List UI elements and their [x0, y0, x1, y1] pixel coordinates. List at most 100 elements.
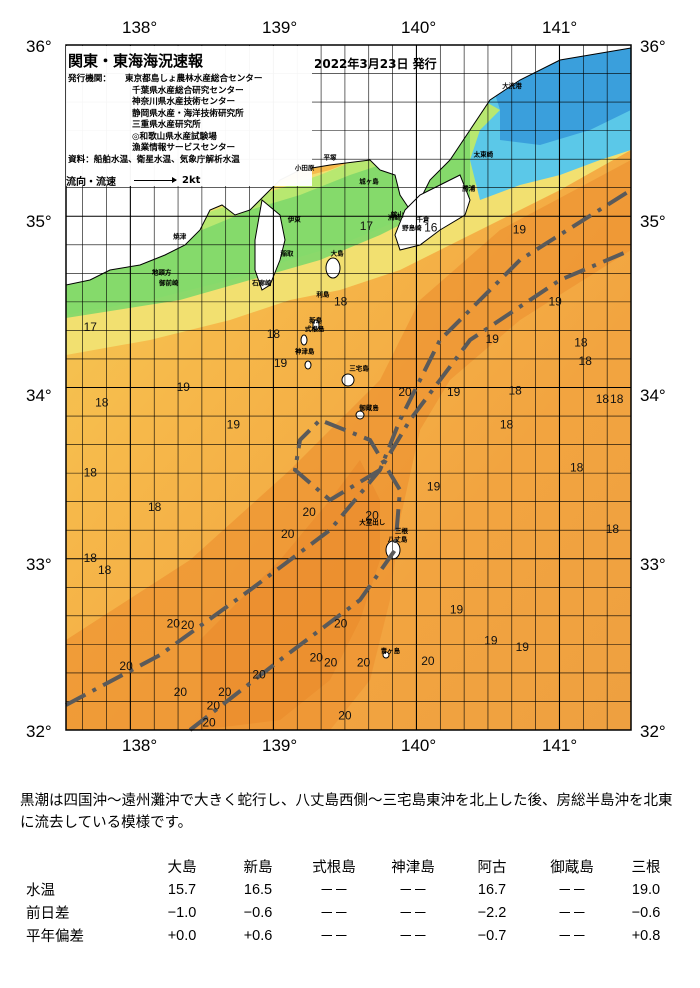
isotherm-label: 20	[207, 698, 221, 712]
isotherm-label: 20	[398, 385, 412, 399]
place-name-label: 利島	[316, 290, 330, 299]
isotherm-label: 18	[148, 500, 162, 514]
table-cell: －－	[557, 929, 587, 945]
isotherm-label: 19	[447, 385, 461, 399]
isotherm-label: 20	[281, 527, 295, 541]
place-name-label: 勝浦	[462, 184, 476, 193]
place-name-label: 御前崎	[158, 278, 179, 287]
lat-label-32-right: 32°	[640, 722, 666, 741]
isotherm-label: 20	[310, 651, 324, 665]
isotherm-label: 17	[84, 320, 98, 334]
legend-label: 流向・流速	[66, 177, 116, 188]
table-cell: 16.7	[477, 881, 507, 898]
isotherm-label: 20	[167, 616, 181, 630]
place-name-label: 新島	[309, 315, 323, 324]
isotherm-label: 19	[450, 603, 464, 617]
isotherm-label: 19	[177, 380, 191, 394]
table-header-cell: 新島	[243, 859, 273, 876]
table-header-row: 大島 新島 式根島 神津島 阿古 御蔵島 三根	[26, 854, 678, 878]
table-cell: 19.0	[631, 881, 661, 898]
isotherm-label: 18	[574, 335, 588, 349]
table-header-cell: 阿古	[477, 859, 507, 876]
current-arrow-icon	[134, 177, 177, 183]
table-cell: －－	[319, 906, 349, 922]
isotherm-label: 20	[357, 656, 371, 670]
place-name-label: 三根	[395, 526, 409, 535]
isotherm-label: 18	[500, 418, 514, 432]
isotherm-label: 20	[334, 616, 348, 630]
place-name-label: 大洗港	[502, 81, 522, 90]
place-name-label: 三宅島	[349, 363, 369, 372]
agency-item: 三重県水産研究所	[132, 120, 201, 130]
isotherm-label: 19	[513, 222, 527, 236]
table-cell: +0.0	[167, 927, 197, 944]
isotherm-label: 20	[181, 618, 195, 632]
isotherm-label: 19	[427, 479, 441, 493]
isotherm-label: 18	[508, 383, 522, 397]
isotherm-label: 16	[424, 221, 438, 235]
table-cell: −1.0	[167, 904, 197, 921]
isotherm-label: 18	[570, 460, 584, 474]
table-cell: −0.6	[631, 904, 661, 921]
isotherm-label: 18	[610, 392, 624, 406]
isotherm-label: 20	[421, 654, 435, 668]
lat-label-33-left: 33°	[26, 555, 52, 574]
isotherm-label: 18	[596, 392, 610, 406]
place-name-label: 大島	[331, 249, 345, 258]
isotherm-label: 20	[119, 659, 133, 673]
place-name-label: 大室出し	[359, 518, 385, 527]
map-title: 関東・東海海況速報	[68, 52, 204, 70]
place-name-label: 館山	[391, 209, 404, 218]
table-cell: +0.8	[631, 927, 661, 944]
isotherm-label: 20	[338, 709, 352, 723]
lon-label-141-bottom: 141°	[542, 736, 578, 755]
table-cell: －－	[398, 883, 428, 899]
isotherm-label: 20	[365, 508, 379, 522]
table-cell: －－	[398, 906, 428, 922]
isotherm-label: 17	[360, 219, 374, 233]
table-header-cell: 神津島	[391, 859, 435, 876]
agency-item: 神奈川県水産技術センター	[132, 97, 236, 107]
agency-item: 漁業情報サービスセンター	[132, 143, 236, 153]
table-row: 水温 15.7 16.5 －－ －－ 16.7 －－ 19.0	[26, 878, 678, 901]
table-cell: 15.7	[167, 881, 197, 898]
lon-label-138-bottom: 138°	[122, 736, 158, 755]
place-name-label: 焼津	[173, 232, 187, 241]
table-cell: −2.2	[477, 904, 507, 921]
place-name-label: 石廊崎	[251, 278, 272, 287]
place-name-label: 式根島	[305, 324, 325, 333]
lon-label-140-bottom: 140°	[401, 736, 437, 755]
agency-list: 発行機関： 東京都島しょ農林水産総合センター 千葉県水産総合研究センター 神奈川県…	[68, 74, 263, 166]
table-cell: 16.5	[243, 881, 273, 898]
agency-item: 東京都島しょ農林水産総合センター	[124, 74, 263, 84]
table-header-cell	[26, 854, 144, 878]
table-header-cell: 大島	[167, 859, 197, 876]
lon-label-139-top: 139°	[262, 18, 298, 37]
isotherm-label: 19	[484, 633, 498, 647]
isotherm-label: 18	[95, 395, 109, 409]
agency-item: 静岡県水産・海洋技術研究所	[132, 108, 244, 119]
table-cell: －－	[557, 883, 587, 899]
observation-table: 大島 新島 式根島 神津島 阿古 御蔵島 三根 水温 15.7 16.5 －－ …	[26, 854, 678, 947]
isotherm-label: 20	[174, 685, 188, 699]
lat-label-34-left: 34°	[26, 386, 52, 405]
lat-label-36-right: 36°	[640, 37, 666, 56]
table-header-cell: 式根島	[312, 859, 356, 876]
isotherm-label: 19	[227, 418, 241, 432]
lat-label-35-left: 35°	[26, 212, 52, 231]
lat-label-33-right: 33°	[640, 555, 666, 574]
table-row: 前日差 −1.0 −0.6 －－ －－ −2.2 －－ −0.6	[26, 901, 678, 924]
row-label: 平年偏差	[26, 929, 84, 945]
table-cell: −0.6	[243, 904, 273, 921]
isotherm-label: 20	[202, 716, 216, 730]
agency-item: 千葉県水産総合研究センター	[132, 85, 244, 96]
data-sources: 資料：船舶水温、衛星水温、気象庁解析水温	[68, 154, 240, 165]
table-row: 平年偏差 +0.0 +0.6 －－ －－ −0.7 －－ +0.8	[26, 924, 678, 947]
isotherm-label: 19	[549, 294, 563, 308]
place-name-label: 千倉	[416, 214, 430, 223]
table-header-cell: 御蔵島	[550, 859, 594, 876]
isotherm-label: 18	[334, 294, 348, 308]
lat-label-34-right: 34°	[640, 386, 666, 405]
lon-label-140-top: 140°	[401, 18, 437, 37]
